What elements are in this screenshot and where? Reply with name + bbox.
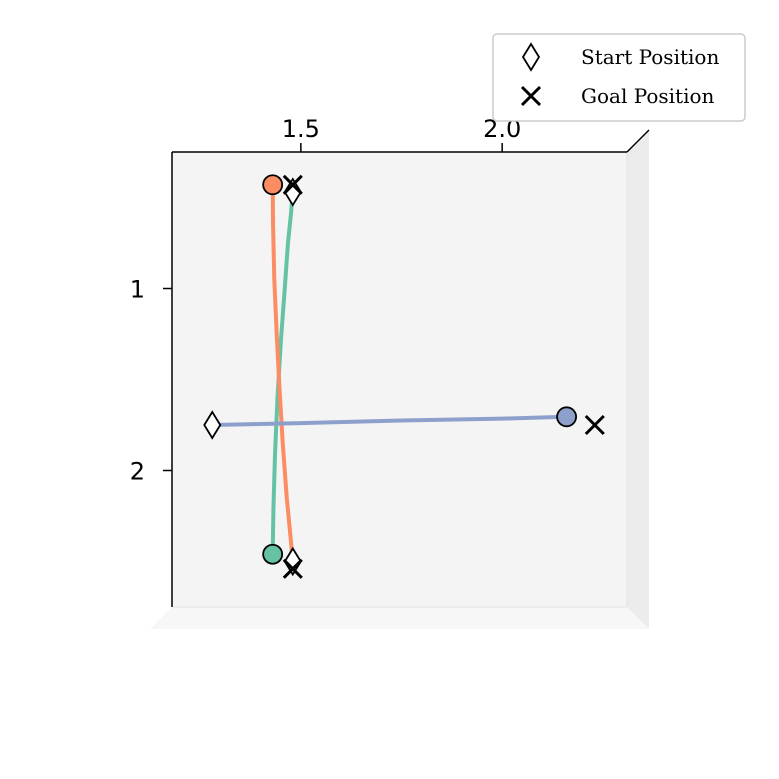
- end-point-3: [556, 406, 578, 428]
- end-point-1: [262, 543, 284, 565]
- right-pane: [627, 130, 649, 629]
- trajectory-line-1: [270, 190, 295, 557]
- start-marker-2: [283, 546, 302, 577]
- trajectory-line-2: [270, 182, 295, 564]
- legend-box: [492, 33, 746, 122]
- marker-layer: [203, 174, 605, 579]
- back-pane: [172, 152, 627, 607]
- legend: Start Position Goal Position: [492, 33, 746, 122]
- series-layer: [210, 182, 569, 564]
- goal-marker-3: [584, 414, 605, 436]
- x-tick-label: 1.5: [282, 115, 320, 143]
- start-marker-1: [283, 177, 302, 207]
- legend-label-start: Start Position: [581, 45, 719, 69]
- trajectory-line-3: [210, 414, 569, 427]
- legend-diamond-icon: [521, 42, 541, 72]
- legend-x-icon: [520, 85, 542, 107]
- start-marker-3: [203, 410, 222, 440]
- goal-marker-1: [282, 174, 303, 195]
- x-axis-diagonal: [626, 129, 650, 153]
- bottom-pane: [150, 607, 649, 629]
- goal-marker-2: [282, 558, 303, 579]
- y-tick-label: 2: [130, 458, 145, 486]
- end-point-2: [262, 174, 284, 196]
- legend-label-goal: Goal Position: [581, 84, 715, 108]
- y-tick-label: 1: [130, 276, 145, 304]
